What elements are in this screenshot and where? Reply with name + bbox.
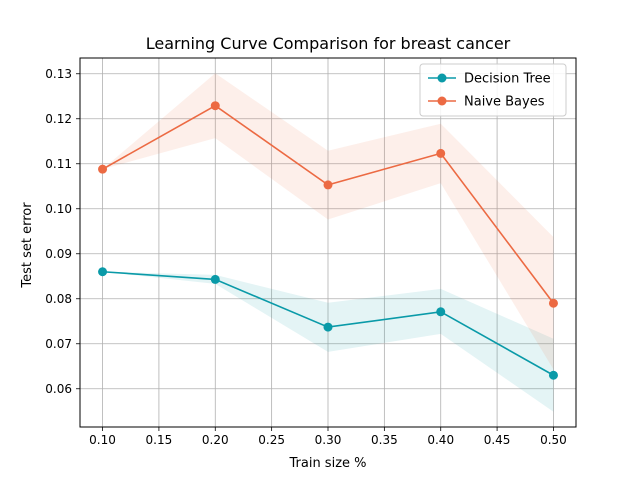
decision-tree-point (98, 267, 108, 277)
decision-tree-point (323, 322, 333, 332)
naive-bayes-band (102, 73, 554, 370)
legend-box (419, 63, 567, 117)
naive-bayes-point (548, 298, 558, 308)
x-tick-label: 0.25 (258, 433, 285, 447)
x-tick-label: 0.40 (427, 433, 454, 447)
legend: Decision Tree Naive Bayes (419, 63, 567, 117)
x-tick-label: 0.30 (315, 433, 342, 447)
naive-bayes-point (98, 164, 108, 174)
x-tick-label: 0.35 (371, 433, 398, 447)
legend-naive-bayes-marker (437, 96, 447, 106)
y-tick-label: 0.10 (45, 202, 72, 216)
y-axis-label: Test set error (20, 202, 35, 289)
decision-tree-point (210, 274, 220, 284)
y-tick-label: 0.11 (45, 157, 72, 171)
naive-bayes-point (210, 101, 220, 111)
y-tick-label: 0.06 (45, 382, 72, 396)
y-tick-label: 0.13 (45, 67, 72, 81)
naive-bayes-point (436, 148, 446, 158)
decision-tree-band (102, 271, 554, 412)
chart-title: Learning Curve Comparison for breast can… (146, 34, 511, 53)
y-tick-label: 0.08 (45, 292, 72, 306)
y-tick-label: 0.09 (45, 247, 72, 261)
confidence-bands (102, 73, 554, 412)
naive-bayes-point (323, 180, 333, 190)
grid (80, 58, 576, 427)
y-tick-label: 0.07 (45, 337, 72, 351)
decision-tree-point (436, 307, 446, 317)
x-axis-label: Train size % (288, 456, 366, 471)
y-tick-label: 0.12 (45, 112, 72, 126)
legend-naive-bayes-label: Naive Bayes (464, 95, 545, 110)
legend-decision-tree-marker (437, 73, 447, 83)
legend-decision-tree-label: Decision Tree (464, 72, 551, 87)
x-axis-ticks: 0.10 0.15 0.20 0.25 0.30 0.35 0.40 0.45 0.50 (89, 427, 567, 447)
x-tick-label: 0.15 (146, 433, 173, 447)
y-axis-ticks: 0.06 0.07 0.08 0.09 0.10 0.11 0.12 0.13 (45, 67, 80, 396)
x-tick-label: 0.45 (484, 433, 511, 447)
series-points (98, 101, 558, 380)
x-tick-label: 0.10 (89, 433, 116, 447)
decision-tree-point (548, 370, 558, 380)
x-tick-label: 0.20 (202, 433, 229, 447)
x-tick-label: 0.50 (540, 433, 567, 447)
